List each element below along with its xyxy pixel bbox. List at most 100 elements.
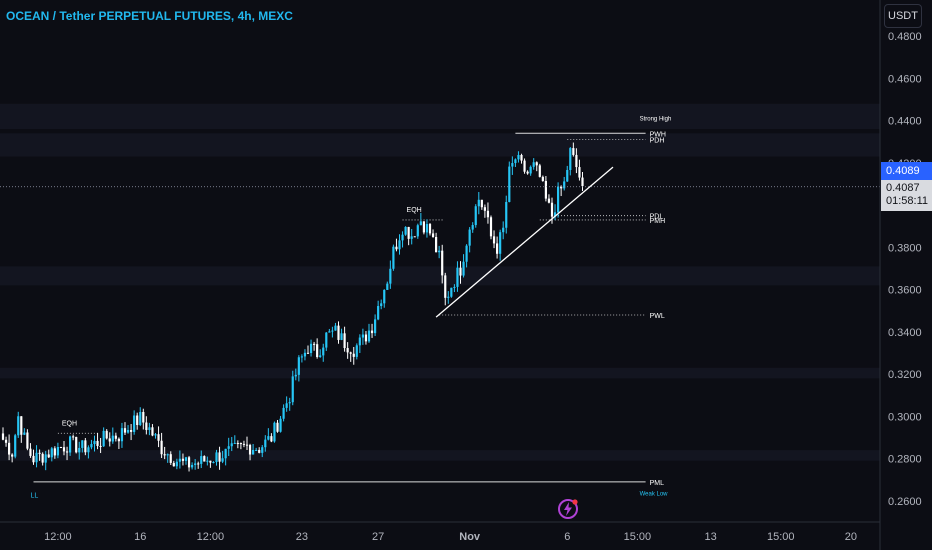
candle-body bbox=[367, 330, 371, 342]
candle-body bbox=[578, 167, 581, 178]
candle-body bbox=[465, 245, 468, 262]
candle-body bbox=[404, 226, 407, 235]
candle-body bbox=[145, 422, 148, 430]
candle-body bbox=[87, 447, 90, 453]
candle-body bbox=[11, 454, 14, 457]
candle-body bbox=[120, 428, 124, 442]
candle-body bbox=[340, 333, 343, 340]
candle-body bbox=[422, 221, 425, 233]
zone-band bbox=[0, 103, 880, 130]
zone-band bbox=[0, 367, 880, 379]
candle-body bbox=[300, 356, 303, 358]
candle-body bbox=[297, 357, 300, 375]
candle-body bbox=[184, 457, 188, 461]
candle-body bbox=[288, 402, 291, 404]
candle-body bbox=[474, 206, 477, 226]
candle-body bbox=[8, 442, 11, 455]
candle-body bbox=[447, 296, 450, 298]
y-tick-label: 0.4600 bbox=[888, 73, 922, 85]
candle-body bbox=[17, 416, 20, 436]
candle-body bbox=[148, 427, 151, 430]
candle-body bbox=[218, 452, 221, 462]
x-tick-label: 12:00 bbox=[197, 531, 225, 543]
candle-body bbox=[181, 458, 185, 461]
candle-body bbox=[355, 345, 358, 357]
candle-body bbox=[410, 236, 413, 239]
chart-overlays: Strong High Weak Low LL bbox=[0, 117, 880, 500]
candle-body bbox=[462, 261, 465, 276]
candle-body bbox=[62, 447, 66, 452]
candle-body bbox=[428, 224, 432, 234]
candle-body bbox=[282, 407, 285, 419]
candle-body bbox=[285, 403, 288, 408]
candle-body bbox=[386, 283, 389, 290]
candle-body bbox=[441, 250, 444, 276]
level-label: PWL bbox=[650, 313, 665, 320]
level-label: PWH bbox=[650, 131, 666, 138]
y-tick-label: 0.3400 bbox=[888, 327, 922, 339]
candle-body bbox=[267, 436, 270, 440]
candle-body bbox=[419, 221, 422, 226]
candle-body bbox=[203, 456, 206, 462]
candle-body bbox=[72, 436, 75, 438]
candle-body bbox=[331, 330, 334, 332]
candle-body bbox=[538, 165, 541, 177]
candle-body bbox=[380, 303, 383, 307]
candle-body bbox=[435, 237, 438, 253]
candle-body bbox=[38, 452, 41, 454]
currency-button[interactable]: USDT bbox=[884, 4, 922, 28]
countdown-timer: 01:58:11 bbox=[886, 195, 929, 207]
candle-body bbox=[361, 334, 364, 338]
candle-body bbox=[477, 199, 480, 207]
candle-body bbox=[502, 227, 505, 233]
candle-body bbox=[383, 289, 386, 304]
x-tick-label: 12:00 bbox=[44, 531, 72, 543]
candle-body bbox=[358, 337, 361, 346]
candle-body bbox=[374, 319, 377, 334]
candle-body bbox=[456, 267, 459, 287]
candle-body bbox=[514, 159, 517, 164]
candle-body bbox=[291, 376, 294, 403]
candle-body bbox=[258, 449, 261, 453]
current-price-tag: 0.4089 bbox=[881, 162, 932, 180]
candle-body bbox=[255, 449, 258, 451]
candle-body bbox=[416, 225, 419, 237]
candle-body bbox=[130, 429, 133, 432]
candle-body bbox=[328, 331, 331, 333]
candle-body bbox=[221, 458, 224, 462]
candle-body bbox=[41, 453, 44, 463]
candle-body bbox=[581, 177, 584, 187]
candle-body bbox=[133, 415, 136, 432]
zone-band bbox=[0, 266, 880, 286]
candle-body bbox=[194, 463, 197, 465]
candle-body bbox=[142, 411, 145, 423]
x-tick-label: 27 bbox=[372, 531, 384, 543]
strong-high-label: Strong High bbox=[640, 117, 672, 123]
candle-body bbox=[191, 464, 194, 468]
candle-body bbox=[44, 454, 47, 463]
candle-body bbox=[303, 352, 307, 357]
candle-body bbox=[215, 452, 218, 463]
level-label: PDL bbox=[650, 214, 664, 221]
candle-body bbox=[325, 332, 328, 348]
candle-body bbox=[47, 454, 50, 458]
candle-body bbox=[319, 355, 322, 357]
y-tick-label: 0.3800 bbox=[888, 242, 922, 254]
chart-zones bbox=[0, 103, 880, 461]
candle-body bbox=[157, 434, 160, 441]
lightning-icon[interactable] bbox=[557, 498, 579, 520]
candle-body bbox=[407, 226, 410, 239]
candle-body bbox=[553, 212, 557, 217]
candle-body bbox=[508, 166, 511, 202]
candle-body bbox=[236, 442, 239, 444]
candle-body bbox=[197, 463, 200, 465]
candle-body bbox=[557, 186, 560, 213]
candle-body bbox=[413, 236, 416, 238]
candle-body bbox=[370, 330, 374, 334]
x-tick-label: 23 bbox=[296, 531, 308, 543]
candle-body bbox=[294, 374, 297, 377]
candle-body bbox=[273, 422, 276, 442]
candle-body bbox=[431, 233, 435, 238]
candle-body bbox=[499, 232, 502, 254]
